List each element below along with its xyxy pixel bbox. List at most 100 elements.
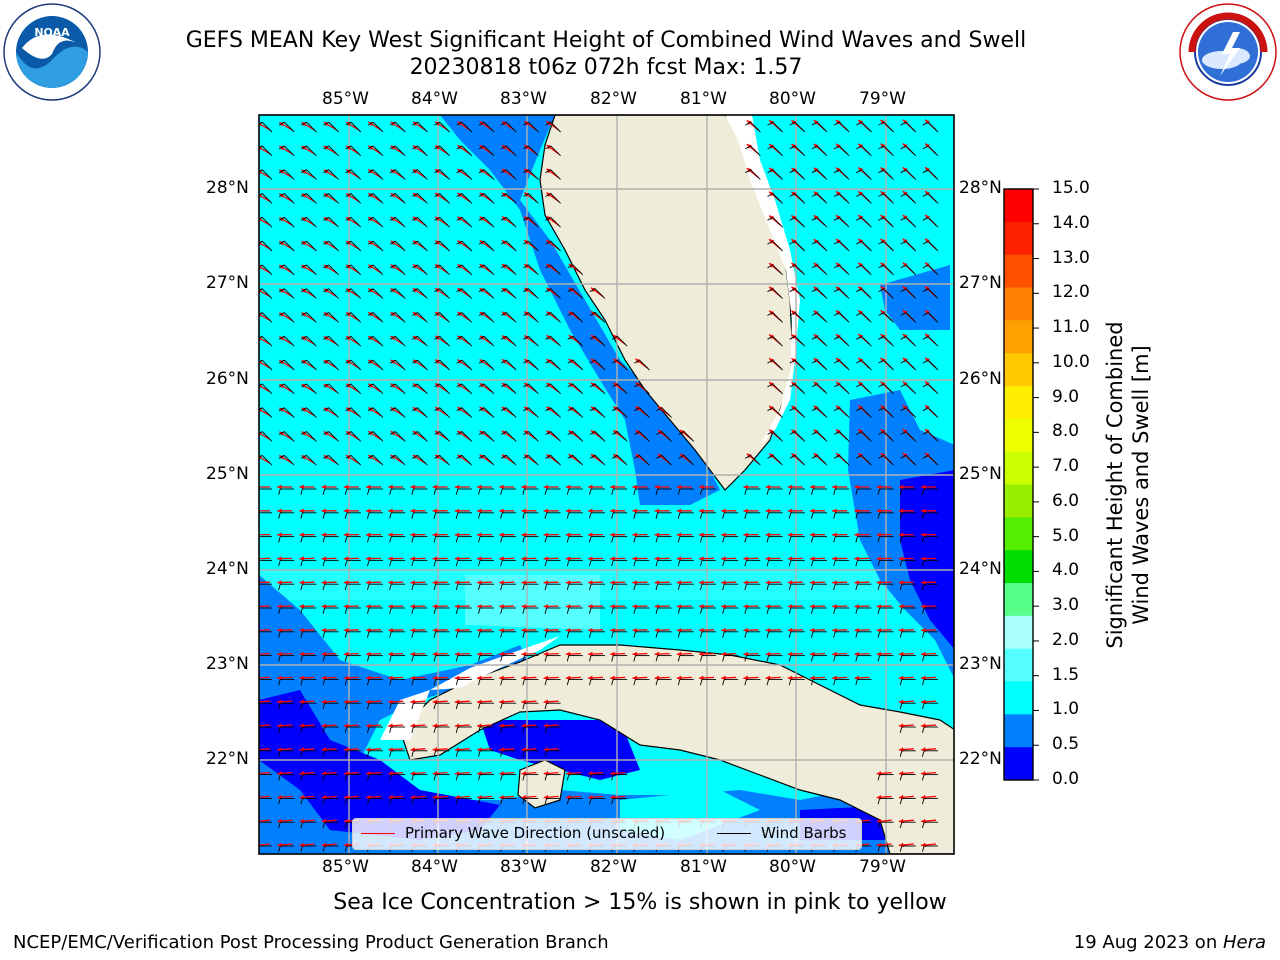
wind-barb-flag bbox=[878, 288, 884, 293]
wind-barb-flag bbox=[478, 512, 481, 519]
wind-barb-staff bbox=[372, 288, 384, 299]
wind-barb-staff bbox=[306, 288, 317, 299]
wind-barb-flag bbox=[455, 536, 459, 543]
wave-arrow-head bbox=[610, 508, 615, 514]
wave-arrow-head bbox=[787, 508, 793, 514]
wind-barb-staff bbox=[483, 359, 495, 371]
wind-barb-flag bbox=[456, 169, 463, 174]
wind-barb-staff bbox=[350, 407, 362, 418]
wave-arrow-head bbox=[321, 604, 327, 609]
wind-barb-flag bbox=[278, 607, 281, 614]
wind-barb-flag bbox=[900, 169, 907, 174]
wind-barb-flag bbox=[833, 359, 840, 364]
wind-barb-flag bbox=[256, 798, 258, 804]
wind-barb-flag bbox=[567, 335, 574, 340]
wind-barb-flag bbox=[433, 631, 437, 638]
wave-arrow-head bbox=[765, 604, 771, 609]
wind-barb-staff bbox=[417, 335, 428, 347]
wind-barb-flag bbox=[589, 607, 592, 614]
colorbar-segment bbox=[1004, 550, 1033, 584]
wind-barb-flag bbox=[877, 584, 881, 591]
wind-barb-flag bbox=[589, 536, 592, 543]
wind-barb-staff bbox=[394, 193, 406, 204]
wave-arrow-head bbox=[654, 580, 660, 585]
wind-barb-flag bbox=[523, 216, 529, 221]
wave-arrow-head bbox=[279, 265, 285, 270]
wind-barb-staff bbox=[550, 169, 561, 180]
wind-barb-flag bbox=[922, 216, 929, 221]
wind-barb-flag bbox=[301, 454, 307, 459]
wind-barb-flag bbox=[523, 145, 529, 150]
wind-barb-flag bbox=[833, 560, 836, 567]
wave-arrow-head bbox=[676, 508, 682, 514]
wind-barb-staff bbox=[306, 193, 317, 204]
wind-barb-flag bbox=[766, 607, 770, 614]
wind-barb-flag bbox=[411, 726, 414, 733]
wind-barb-flag bbox=[544, 631, 548, 638]
wind-barb-flag bbox=[256, 679, 258, 685]
wind-barb-flag bbox=[478, 121, 485, 126]
wind-barb-flag bbox=[589, 359, 596, 364]
wind-barb-flag bbox=[455, 750, 459, 757]
wind-barb-flag bbox=[389, 726, 392, 733]
wind-barb-flag bbox=[456, 407, 463, 412]
wind-barb-flag bbox=[433, 679, 437, 686]
wind-barb-staff bbox=[816, 264, 828, 276]
wind-barb-flag bbox=[922, 512, 925, 519]
wind-barb-staff bbox=[328, 121, 339, 133]
wind-barb-flag bbox=[478, 798, 481, 805]
wave-arrow-head bbox=[810, 627, 815, 633]
wind-barb-staff bbox=[283, 383, 295, 395]
wind-barb-flag bbox=[455, 631, 459, 638]
wind-barb-flag bbox=[633, 536, 636, 543]
wind-barb-flag bbox=[412, 359, 418, 364]
wind-barb-flag bbox=[478, 655, 481, 662]
wind-barb-staff bbox=[328, 193, 339, 204]
wind-barb-flag bbox=[345, 431, 352, 435]
wind-barb-staff bbox=[505, 121, 517, 133]
wind-barb-flag bbox=[256, 489, 258, 495]
wind-barb-flag bbox=[345, 145, 352, 150]
wind-barb-flag bbox=[523, 454, 529, 459]
colorbar-tick-label: 15.0 bbox=[1052, 178, 1090, 198]
wind-barb-flag bbox=[456, 312, 463, 316]
wind-barb-staff bbox=[816, 454, 828, 466]
wind-barb-staff bbox=[594, 359, 606, 371]
wind-barb-flag bbox=[811, 383, 818, 388]
wave-arrow-head bbox=[632, 532, 637, 538]
wave-arrow-head bbox=[279, 193, 285, 198]
colorbar-segment bbox=[1004, 615, 1033, 650]
wind-barb-flag bbox=[322, 488, 326, 495]
wind-barb-staff bbox=[261, 359, 273, 371]
wind-barb-flag bbox=[500, 726, 503, 733]
wind-barb-flag bbox=[700, 512, 703, 519]
wind-barb-staff bbox=[528, 454, 539, 466]
wave-arrow-head bbox=[277, 484, 282, 490]
wind-barb-flag bbox=[500, 750, 503, 757]
wind-barb-flag bbox=[745, 145, 751, 150]
wind-barb-staff bbox=[883, 407, 894, 418]
wind-barb-staff bbox=[483, 264, 495, 276]
wind-barb-flag bbox=[544, 726, 548, 733]
wind-barb-flag bbox=[922, 536, 925, 543]
wind-barb-flag bbox=[300, 703, 303, 710]
colorbar-tick-label: 12.0 bbox=[1052, 282, 1090, 303]
wave-arrow-head bbox=[477, 604, 482, 609]
wind-barb-staff bbox=[394, 383, 406, 395]
wind-barb-flag bbox=[611, 383, 618, 388]
wind-barb-flag bbox=[433, 560, 437, 567]
wind-barb-flag bbox=[922, 750, 925, 757]
wind-barb-staff bbox=[417, 121, 428, 133]
wind-barb-staff bbox=[483, 407, 495, 418]
wave-arrow-head bbox=[565, 508, 571, 514]
wind-barb-flag bbox=[633, 560, 636, 567]
wind-barb-flag bbox=[278, 121, 285, 126]
colorbar-segment bbox=[1004, 583, 1033, 617]
wind-barb-staff bbox=[794, 431, 806, 442]
wind-barb-flag bbox=[500, 679, 503, 686]
wind-barb-flag bbox=[922, 121, 929, 126]
wind-barb-flag bbox=[278, 536, 281, 543]
wind-barb-flag bbox=[367, 121, 374, 126]
wind-barb-flag bbox=[567, 288, 574, 293]
